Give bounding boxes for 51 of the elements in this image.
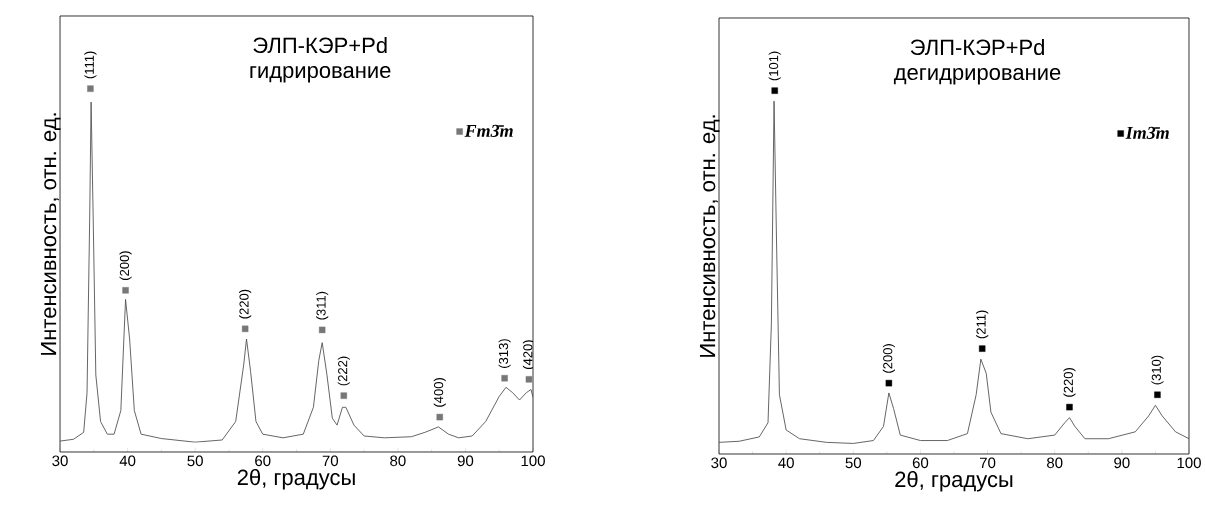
x-tick-label: 100 bbox=[521, 455, 545, 467]
point bbox=[501, 375, 508, 382]
annotation: (200) bbox=[882, 344, 895, 373]
x-tick-label: 70 bbox=[322, 455, 339, 467]
x-axis-title: 2θ, градусы bbox=[237, 469, 355, 490]
point bbox=[241, 325, 249, 333]
annotation: (111) bbox=[84, 51, 97, 79]
y-axis-title: Интенсивность, отн. ед. bbox=[40, 113, 61, 355]
point bbox=[318, 326, 326, 334]
point bbox=[1154, 391, 1161, 398]
chart-title: ЭЛП-КЭР+Pd bbox=[253, 36, 387, 54]
y-axis-title: Интенсивность, отн. ед. bbox=[699, 115, 720, 357]
point bbox=[340, 392, 348, 399]
x-tick-label: 80 bbox=[390, 455, 406, 467]
point bbox=[436, 413, 443, 421]
point bbox=[885, 379, 893, 387]
x-tick-label: 60 bbox=[912, 457, 929, 469]
annotation: (313) bbox=[498, 339, 511, 368]
point bbox=[1066, 403, 1073, 411]
x-axis-title: 2θ, градусы bbox=[895, 471, 1013, 492]
chart-title: ЭЛП-КЭР+Pd bbox=[910, 38, 1044, 56]
point bbox=[771, 87, 778, 94]
legend-label: Fm3̄m bbox=[464, 124, 513, 137]
annotation: (101) bbox=[768, 51, 781, 81]
x-tick-label: 30 bbox=[52, 455, 68, 467]
legend-label: Im3̄m bbox=[1125, 126, 1169, 139]
x-tick-label: 90 bbox=[1114, 457, 1130, 469]
annotation: (200) bbox=[119, 251, 132, 280]
annotation: (310) bbox=[1151, 355, 1164, 385]
annotation: (400) bbox=[433, 378, 446, 407]
annotation: (220) bbox=[1063, 368, 1076, 397]
annotation: (222) bbox=[337, 356, 350, 386]
x-tick-label: 90 bbox=[457, 455, 474, 467]
x-tick-label: 60 bbox=[255, 455, 271, 467]
point bbox=[525, 376, 533, 383]
x-tick-label: 40 bbox=[778, 457, 794, 469]
chart-subtitle: гидрирование bbox=[250, 66, 391, 83]
annotation: (311) bbox=[316, 291, 329, 320]
annotation: (220) bbox=[239, 289, 252, 319]
point bbox=[87, 85, 94, 92]
x-tick-label: 100 bbox=[1177, 457, 1201, 469]
point bbox=[122, 287, 129, 294]
point bbox=[979, 345, 986, 352]
x-tick-label: 50 bbox=[187, 455, 203, 467]
chart-subtitle: дегидрирование bbox=[893, 68, 1061, 85]
x-tick-label: 50 bbox=[845, 457, 862, 469]
annotation: (211) bbox=[976, 310, 989, 339]
x-tick-label: 80 bbox=[1047, 457, 1063, 469]
x-tick-label: 70 bbox=[979, 457, 996, 469]
x-tick-label: 40 bbox=[119, 455, 136, 467]
x-tick-label: 30 bbox=[711, 457, 727, 469]
